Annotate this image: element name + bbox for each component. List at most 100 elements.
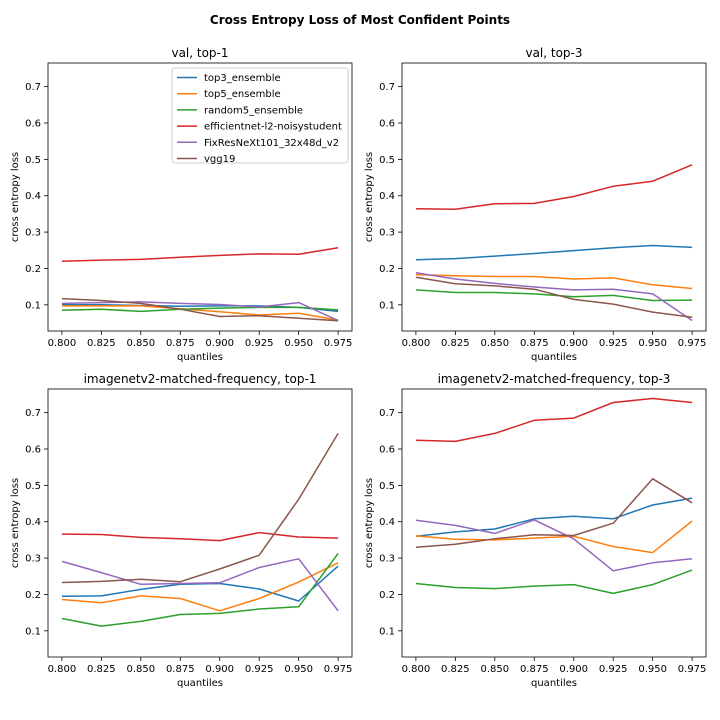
y-tick-label: 0.6 (25, 119, 41, 130)
y-tick-label: 0.5 (25, 155, 41, 166)
y-tick-label: 0.4 (25, 517, 41, 528)
y-tick-label: 0.6 (25, 445, 41, 456)
figure-title: Cross Entropy Loss of Most Confident Poi… (210, 13, 510, 27)
series-line-efficientnet-l2-noisystudent (415, 397, 693, 443)
legend-label: vgg19 (204, 154, 235, 165)
y-tick-label: 0.1 (25, 300, 41, 311)
y-tick-label: 0.2 (379, 590, 395, 601)
y-axis-label: cross entropy loss (10, 152, 21, 242)
x-tick-label: 0.825 (87, 338, 116, 349)
plot-frame (47, 388, 353, 658)
legend-label: FixResNeXt101_32x48d_v2 (204, 138, 339, 149)
x-tick-label: 0.975 (678, 338, 707, 349)
x-axis-label: quantiles (531, 678, 577, 689)
series-line-efficientnet-l2-noisystudent (61, 531, 339, 542)
y-tick-label: 0.7 (25, 82, 41, 93)
series-line-random5_ensemble (415, 289, 693, 302)
series-line-vgg19 (61, 433, 339, 584)
x-tick-label: 0.850 (480, 338, 509, 349)
y-tick-label: 0.1 (379, 300, 395, 311)
x-tick-label: 0.825 (441, 664, 470, 675)
x-tick-label: 0.800 (402, 664, 431, 675)
series-line-efficientnet-l2-noisystudent (61, 246, 339, 262)
series-line-FixResNeXt101_32x48d_v2 (61, 301, 339, 322)
x-tick-label: 0.825 (441, 338, 470, 349)
x-tick-label: 0.875 (520, 338, 549, 349)
legend-label: top5_ensemble (204, 89, 281, 100)
y-tick-label: 0.3 (25, 228, 41, 239)
y-tick-label: 0.5 (25, 481, 41, 492)
x-tick-label: 0.875 (166, 664, 195, 675)
y-tick-label: 0.4 (379, 517, 395, 528)
legend: top3_ensemble top5_ensemble random5_ensemb… (171, 67, 349, 165)
series-line-random5_ensemble (61, 306, 339, 313)
x-axis-label: quantiles (531, 352, 577, 363)
y-tick-label: 0.7 (379, 408, 395, 419)
x-tick-label: 0.975 (324, 338, 353, 349)
x-tick-label: 0.850 (480, 664, 509, 675)
x-tick-label: 0.950 (638, 338, 667, 349)
x-tick-label: 0.875 (166, 338, 195, 349)
legend-label: random5_ensemble (204, 105, 303, 116)
x-tick-label: 0.825 (87, 664, 116, 675)
x-axis-label: quantiles (177, 678, 223, 689)
series-line-FixResNeXt101_32x48d_v2 (415, 272, 693, 322)
chart-title: imagenetv2-matched-frequency, top-3 (438, 372, 671, 386)
legend-box (171, 67, 349, 164)
x-tick-label: 0.900 (205, 338, 234, 349)
x-tick-label: 0.800 (48, 664, 77, 675)
series-line-vgg19 (415, 276, 693, 318)
x-tick-label: 0.850 (126, 338, 155, 349)
y-tick-label: 0.2 (25, 590, 41, 601)
legend-label: top3_ensemble (204, 73, 281, 84)
plot-frame (401, 388, 707, 658)
chart-panel-2: val, top-3 0.800 0.825 0.850 0.875 0.900 0.925… (364, 46, 706, 363)
x-tick-label: 0.950 (638, 664, 667, 675)
x-tick-label: 0.800 (48, 338, 77, 349)
x-tick-label: 0.925 (245, 338, 274, 349)
x-tick-label: 0.975 (678, 664, 707, 675)
y-tick-label: 0.1 (379, 626, 395, 637)
x-tick-label: 0.900 (205, 664, 234, 675)
y-axis-label: cross entropy loss (10, 478, 21, 568)
x-axis-label: quantiles (177, 352, 223, 363)
series-line-FixResNeXt101_32x48d_v2 (61, 558, 339, 612)
plot-frame (401, 62, 707, 332)
y-tick-label: 0.6 (379, 445, 395, 456)
series-line-top5_ensemble (415, 273, 693, 290)
series-line-efficientnet-l2-noisystudent (415, 164, 693, 210)
plot-frame (47, 62, 353, 332)
series-line-FixResNeXt101_32x48d_v2 (415, 519, 693, 572)
chart-title: val, top-1 (171, 46, 228, 60)
y-tick-label: 0.5 (379, 155, 395, 166)
x-tick-label: 0.925 (599, 338, 628, 349)
chart-panel-1: val, top-1 0.800 0.825 0.850 0.875 0.900 0.925… (10, 46, 352, 363)
y-tick-label: 0.1 (25, 626, 41, 637)
y-axis-label: cross entropy loss (364, 152, 375, 242)
x-tick-label: 0.925 (599, 664, 628, 675)
y-tick-label: 0.7 (25, 408, 41, 419)
x-tick-label: 0.875 (520, 664, 549, 675)
series-line-top5_ensemble (415, 520, 693, 554)
y-axis-label: cross entropy loss (364, 478, 375, 568)
y-tick-label: 0.2 (25, 264, 41, 275)
x-tick-label: 0.900 (559, 338, 588, 349)
y-tick-label: 0.5 (379, 481, 395, 492)
series-line-vgg19 (61, 297, 339, 322)
chart-panel-3: imagenetv2-matched-frequency, top-1 0.800… (10, 372, 352, 689)
series-line-top3_ensemble (415, 497, 693, 538)
x-tick-label: 0.950 (284, 338, 313, 349)
y-tick-label: 0.3 (25, 554, 41, 565)
y-tick-label: 0.3 (379, 554, 395, 565)
x-tick-label: 0.900 (559, 664, 588, 675)
series-line-top5_ensemble (61, 305, 339, 321)
series-line-top5_ensemble (61, 562, 339, 612)
series-line-vgg19 (415, 478, 693, 548)
y-tick-label: 0.4 (25, 191, 41, 202)
y-tick-label: 0.3 (379, 228, 395, 239)
y-tick-label: 0.6 (379, 119, 395, 130)
x-tick-label: 0.950 (284, 664, 313, 675)
chart-title: val, top-3 (525, 46, 582, 60)
chart-panel-4: imagenetv2-matched-frequency, top-3 0.800… (364, 372, 706, 689)
